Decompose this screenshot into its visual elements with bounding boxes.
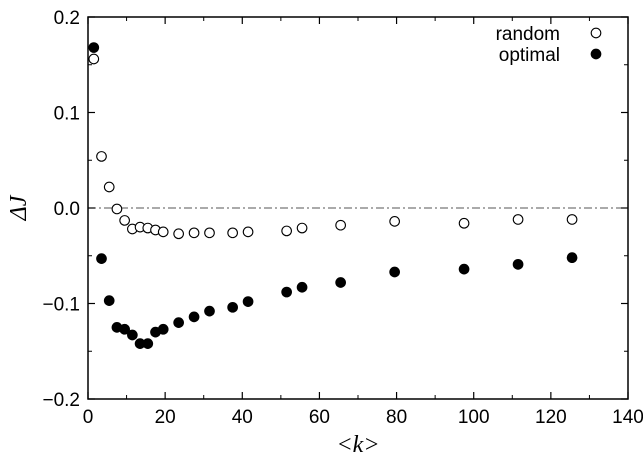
x-tick-label: 0 bbox=[83, 407, 94, 428]
point-random bbox=[188, 227, 200, 239]
y-axis-title: ΔJ bbox=[6, 194, 32, 221]
point-optimal bbox=[335, 277, 346, 288]
x-tick-label: 60 bbox=[309, 407, 330, 428]
point-random bbox=[566, 214, 578, 225]
point-optimal bbox=[458, 263, 470, 275]
point-optimal bbox=[566, 252, 578, 264]
point-random bbox=[296, 222, 308, 234]
point-optimal bbox=[127, 329, 138, 341]
point-optimal bbox=[96, 253, 107, 264]
y-tick-label: 0.0 bbox=[54, 199, 80, 220]
data-points-layer bbox=[88, 42, 578, 349]
point-random bbox=[157, 226, 169, 238]
point-random bbox=[119, 215, 130, 226]
point-random bbox=[103, 181, 115, 193]
point-optimal bbox=[173, 317, 184, 328]
point-optimal bbox=[242, 296, 254, 307]
point-optimal bbox=[389, 266, 400, 278]
point-random bbox=[335, 219, 346, 231]
point-random bbox=[96, 151, 107, 162]
point-optimal bbox=[142, 338, 154, 349]
point-optimal bbox=[281, 286, 292, 298]
point-random bbox=[512, 214, 524, 225]
point-random bbox=[389, 216, 400, 227]
y-tick-label: 0.2 bbox=[54, 8, 80, 29]
x-tick-label: 40 bbox=[232, 407, 253, 428]
point-random bbox=[111, 203, 123, 215]
legend-label-optimal: optimal bbox=[499, 45, 560, 66]
point-optimal bbox=[119, 323, 130, 335]
point-optimal bbox=[296, 281, 308, 293]
point-optimal bbox=[227, 301, 238, 313]
legend-marker-optimal bbox=[590, 48, 602, 60]
legend-marker-random bbox=[590, 27, 602, 39]
point-random bbox=[204, 227, 215, 239]
x-tick-label: 80 bbox=[386, 407, 407, 428]
point-optimal bbox=[512, 258, 524, 270]
x-tick-label: 20 bbox=[155, 407, 176, 428]
y-tick-label: −0.1 bbox=[42, 295, 80, 316]
point-random bbox=[88, 53, 100, 65]
point-random bbox=[458, 217, 470, 229]
point-random bbox=[242, 226, 254, 238]
axis-ticks-layer: 0 20 40 60 80 100 120 140 −0.2 −0.1 0.0 0.1 0.2 bbox=[42, 8, 643, 428]
y-tick-label: −0.2 bbox=[42, 390, 80, 411]
point-random bbox=[227, 227, 238, 239]
x-tick-label: 100 bbox=[458, 407, 490, 428]
point-optimal bbox=[103, 295, 115, 306]
legend-label-random: random bbox=[496, 24, 560, 45]
point-random bbox=[281, 225, 292, 237]
x-tick-label: 120 bbox=[535, 407, 567, 428]
y-tick-label: 0.1 bbox=[54, 104, 80, 125]
point-optimal bbox=[88, 42, 100, 53]
point-optimal bbox=[157, 323, 169, 335]
x-axis-title: <k> bbox=[336, 432, 379, 458]
point-optimal bbox=[188, 311, 200, 323]
x-tick-label: 140 bbox=[612, 407, 643, 428]
point-optimal bbox=[204, 305, 215, 317]
point-random bbox=[173, 228, 184, 240]
